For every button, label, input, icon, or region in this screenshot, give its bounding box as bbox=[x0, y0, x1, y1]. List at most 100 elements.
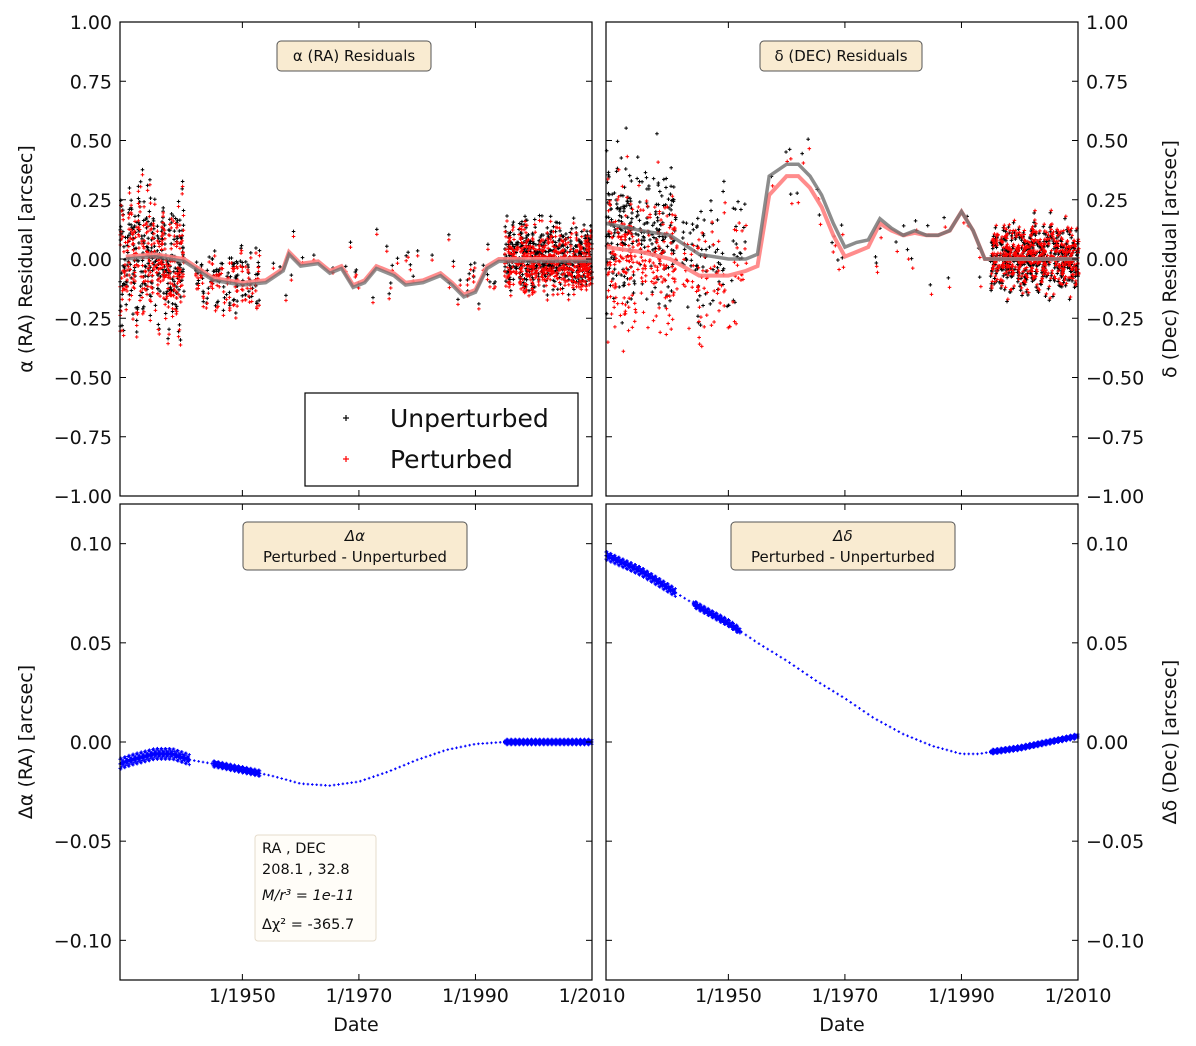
unperturbed-point bbox=[166, 300, 171, 304]
perturbed-point bbox=[231, 303, 236, 308]
delta-point bbox=[472, 742, 476, 746]
perturbed-point bbox=[544, 271, 549, 276]
perturbed-point bbox=[626, 305, 631, 310]
unperturbed-point bbox=[743, 202, 747, 206]
perturbed-point bbox=[625, 154, 630, 159]
perturbed-point bbox=[161, 220, 165, 225]
perturbed-point bbox=[140, 286, 145, 291]
perturbed-point bbox=[697, 342, 702, 346]
perturbed-point bbox=[737, 221, 742, 225]
perturbed-point bbox=[175, 281, 180, 286]
perturbed-point bbox=[669, 251, 674, 256]
perturbed-point bbox=[639, 276, 644, 280]
unperturbed-point bbox=[224, 292, 229, 297]
perturbed-point bbox=[542, 289, 546, 293]
delta-point bbox=[319, 783, 323, 787]
unperturbed-point bbox=[625, 300, 630, 304]
perturbed-point bbox=[576, 282, 581, 286]
perturbed-point bbox=[712, 289, 717, 293]
unperturbed-point bbox=[177, 263, 182, 267]
unperturbed-point bbox=[166, 228, 171, 232]
unperturbed-point bbox=[653, 285, 657, 290]
perturbed-point bbox=[519, 287, 523, 291]
perturbed-point bbox=[176, 334, 181, 339]
unperturbed-point bbox=[684, 221, 689, 225]
perturbed-point bbox=[558, 242, 562, 246]
unperturbed-point bbox=[839, 223, 844, 227]
unperturbed-point bbox=[167, 327, 171, 332]
unperturbed-point bbox=[175, 235, 179, 239]
unperturbed-point bbox=[522, 276, 527, 281]
unperturbed-point bbox=[123, 282, 127, 287]
unperturbed-point bbox=[215, 300, 219, 305]
unperturbed-point bbox=[166, 336, 170, 341]
perturbed-point bbox=[199, 275, 203, 280]
perturbed-point bbox=[732, 260, 737, 265]
unperturbed-point bbox=[120, 323, 124, 328]
perturbed-point bbox=[716, 239, 721, 244]
delta-point bbox=[297, 781, 301, 785]
unperturbed-point bbox=[554, 265, 559, 270]
unperturbed-point bbox=[721, 189, 725, 194]
delta-point bbox=[310, 783, 314, 786]
perturbed-point bbox=[447, 285, 452, 290]
perturbed-point bbox=[910, 266, 915, 270]
perturbed-point bbox=[639, 291, 644, 295]
perturbed-point bbox=[129, 293, 134, 298]
perturbed-point bbox=[126, 264, 131, 269]
perturbed-point bbox=[249, 286, 253, 291]
unperturbed-point bbox=[140, 281, 145, 286]
unperturbed-point bbox=[617, 285, 622, 289]
perturbed-point bbox=[572, 292, 576, 297]
delta-point bbox=[197, 760, 200, 763]
perturbed-point bbox=[711, 242, 716, 247]
perturbed-point bbox=[620, 301, 625, 306]
unperturbed-point bbox=[354, 268, 359, 272]
unperturbed-point bbox=[632, 281, 637, 286]
unperturbed-point bbox=[129, 223, 133, 227]
perturbed-point bbox=[705, 313, 709, 317]
unperturbed-point bbox=[165, 289, 169, 294]
perturbed-point bbox=[142, 204, 146, 209]
perturbed-point bbox=[630, 325, 635, 330]
unperturbed-point bbox=[169, 241, 174, 246]
unperturbed-point bbox=[127, 233, 131, 238]
perturbed-point bbox=[130, 232, 135, 237]
unperturbed-point bbox=[254, 246, 258, 250]
unperturbed-point bbox=[256, 271, 260, 276]
unperturbed-point bbox=[468, 262, 473, 267]
perturbed-point bbox=[534, 273, 539, 278]
unperturbed-point bbox=[145, 245, 150, 250]
perturbed-point bbox=[169, 217, 174, 221]
unperturbed-point bbox=[699, 247, 704, 252]
unperturbed-point bbox=[136, 213, 141, 218]
unperturbed-point bbox=[127, 222, 131, 227]
perturbed-point bbox=[527, 293, 531, 298]
perturbed-point bbox=[608, 294, 613, 299]
perturbed-point bbox=[167, 222, 172, 227]
perturbed-point bbox=[144, 288, 148, 292]
perturbed-point bbox=[240, 287, 244, 292]
unperturbed-point bbox=[511, 277, 516, 282]
unperturbed-point bbox=[127, 292, 132, 297]
unperturbed-point bbox=[411, 274, 416, 279]
perturbed-point bbox=[158, 294, 162, 298]
perturbed-point bbox=[125, 268, 129, 272]
perturbed-point bbox=[247, 300, 252, 304]
perturbed-point bbox=[477, 307, 481, 311]
unperturbed-point bbox=[553, 279, 557, 284]
perturbed-point bbox=[143, 269, 147, 273]
perturbed-point bbox=[656, 160, 660, 164]
unperturbed-point bbox=[514, 242, 518, 247]
perturbed-point bbox=[553, 234, 558, 239]
perturbed-point bbox=[675, 287, 679, 291]
perturbed-point bbox=[125, 278, 129, 282]
perturbed-point bbox=[508, 245, 513, 249]
unperturbed-point bbox=[688, 231, 693, 235]
perturbed-point bbox=[563, 283, 567, 288]
perturbed-point bbox=[670, 194, 675, 199]
perturbed-point bbox=[631, 260, 635, 265]
perturbed-point bbox=[128, 236, 133, 240]
perturbed-point bbox=[801, 161, 806, 165]
